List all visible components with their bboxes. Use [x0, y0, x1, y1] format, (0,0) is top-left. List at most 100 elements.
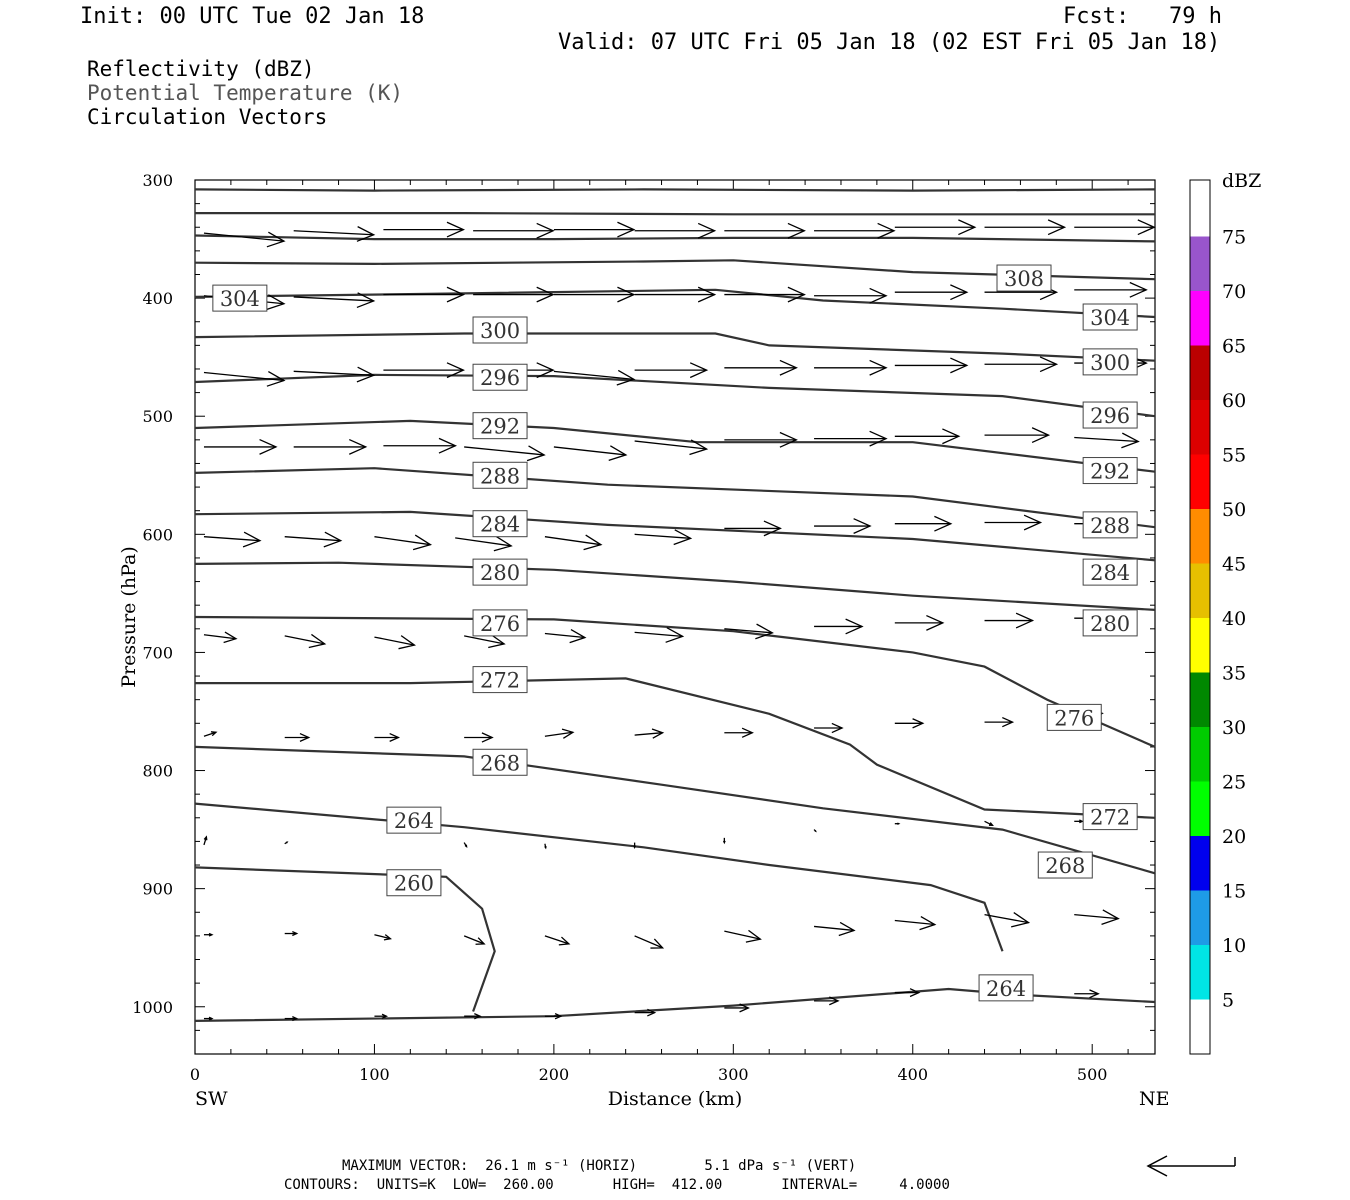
field-reflectivity: Reflectivity (dBZ): [87, 57, 315, 81]
vector-arrow: [383, 286, 466, 303]
vector-arrow: [544, 1013, 563, 1020]
vector-arrow: [724, 222, 806, 239]
vector-head: [266, 294, 286, 311]
vector-head: [558, 936, 571, 946]
vector-head: [779, 359, 798, 376]
contour-label: 276: [1046, 703, 1102, 731]
contour-label-box: [996, 264, 1052, 292]
vector-arrow: [284, 531, 343, 548]
colorbar-segment: [1190, 182, 1210, 237]
contour-label-box: [1082, 401, 1138, 429]
vector-head: [617, 286, 636, 303]
vector-head: [536, 286, 555, 303]
vector-head: [1031, 427, 1051, 444]
x-left-end-label: SW: [195, 1088, 228, 1110]
colorbar-label: 25: [1222, 772, 1246, 794]
vector-head: [1015, 612, 1035, 629]
contour-label-text: 276: [480, 612, 520, 636]
vector-arrow: [464, 732, 494, 743]
vector-shaft: [544, 731, 573, 737]
vector-head: [869, 287, 888, 304]
vector-head: [412, 534, 433, 551]
vector-arrow: [203, 835, 208, 846]
contour-label-text: 288: [1090, 514, 1130, 538]
vector-arrow: [813, 829, 817, 833]
contour-label-text: 260: [394, 872, 434, 896]
vector-head: [779, 431, 798, 448]
vector-arrow: [894, 284, 969, 301]
colorbar-label: 50: [1222, 499, 1246, 521]
vector-shaft: [374, 934, 391, 940]
theta-contours: [194, 188, 1156, 1022]
vector-arrow: [1074, 432, 1140, 449]
contour-label-box: [472, 316, 528, 344]
contour-label: 292: [1082, 457, 1138, 485]
vector-shaft: [1074, 436, 1139, 443]
vector-shaft: [455, 537, 512, 547]
vector-head: [673, 529, 693, 546]
vector-shaft: [553, 446, 626, 456]
vector-head: [356, 292, 376, 309]
vector-arrow: [293, 438, 368, 455]
contour-label: 304: [212, 284, 268, 312]
vector-head: [988, 822, 994, 827]
vector-head: [1079, 819, 1084, 824]
vector-head: [1047, 219, 1067, 236]
vector-head: [356, 226, 376, 242]
x-axis-label: Distance (km): [608, 1088, 743, 1110]
x-tick-label: 400: [897, 1065, 928, 1084]
vector-arrow: [814, 722, 844, 734]
colorbar-label: 15: [1222, 881, 1246, 903]
theta-contour: [195, 212, 1155, 216]
vector-arrow: [634, 728, 665, 739]
vector-head: [381, 1013, 389, 1019]
vector-arrow: [984, 356, 1059, 373]
contour-label: 308: [996, 264, 1052, 292]
vector-arrow: [203, 438, 278, 455]
vector-head: [488, 633, 506, 649]
theta-contour: [194, 561, 1156, 611]
vector-arrow: [814, 996, 840, 1006]
vector-head: [475, 937, 486, 945]
contour-label-text: 296: [480, 366, 520, 390]
contour-label-text: 264: [394, 809, 434, 833]
vector-head: [651, 728, 665, 739]
vector-shaft: [464, 446, 545, 456]
vector-head: [926, 614, 945, 631]
theta-contour: [194, 802, 1004, 952]
vector-head: [292, 930, 299, 937]
colorbar-segment: [1190, 400, 1210, 455]
vector-arrow: [374, 635, 417, 650]
vector-arrow: [724, 286, 806, 303]
contour-label-text: 276: [1054, 706, 1094, 730]
theta-contour: [194, 188, 1156, 192]
vector-arrow: [724, 431, 798, 448]
vector-arrow: [203, 932, 214, 937]
contour-label-box: [472, 412, 528, 440]
y-tick-label: 400: [142, 289, 173, 308]
vector-arrow: [814, 518, 872, 534]
contour-label-text: 272: [480, 669, 520, 693]
contour-label-text: 264: [986, 977, 1026, 1001]
contour-label: 292: [472, 412, 528, 440]
contour-label-box: [978, 974, 1034, 1002]
vector-arrow: [293, 366, 376, 383]
reference-vector: [1146, 1155, 1236, 1177]
x-tick-label: 500: [1077, 1065, 1108, 1084]
colorbar-frame: [1189, 179, 1211, 1055]
theta-contour: [194, 510, 1156, 562]
vector-shaft: [724, 930, 761, 940]
vector-shaft: [284, 536, 341, 542]
vector-arrow: [473, 222, 555, 239]
vector-head: [608, 445, 628, 462]
contour-label: 288: [472, 461, 528, 489]
vector-shaft: [463, 935, 485, 945]
contour-label-text: 308: [1004, 267, 1044, 291]
vector-arrow: [894, 515, 953, 532]
vector-arrow: [1074, 219, 1156, 236]
vector-shaft: [203, 371, 285, 382]
vector-head: [554, 1013, 563, 1020]
contour-label-box: [472, 748, 528, 776]
vector-arrow: [633, 842, 637, 849]
contour-label-text: 280: [480, 561, 520, 585]
